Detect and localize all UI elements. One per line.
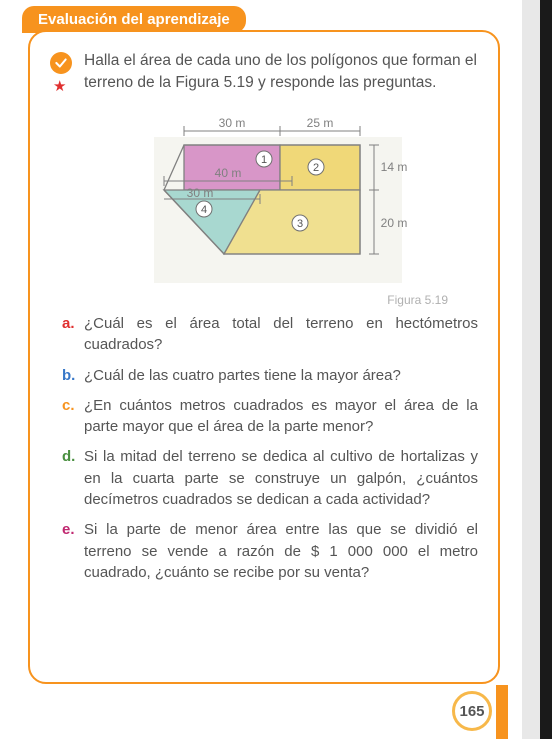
check-icon	[50, 52, 72, 74]
question-label: d.	[62, 446, 75, 467]
question-label: c.	[62, 395, 75, 416]
question-c: c. ¿En cuántos metros cuadrados es mayor…	[84, 395, 478, 438]
svg-text:1: 1	[261, 154, 267, 166]
question-label: e.	[62, 519, 75, 540]
question-label: a.	[62, 313, 75, 334]
svg-text:30 m: 30 m	[219, 116, 246, 130]
figure-caption: Figura 5.19	[50, 293, 478, 307]
intro-block: ★ Halla el área de cada uno de los políg…	[50, 50, 478, 95]
question-text: Si la parte de menor área entre las que …	[84, 521, 478, 581]
svg-text:4: 4	[201, 204, 207, 216]
question-list: a. ¿Cuál es el área total del terreno en…	[50, 313, 478, 583]
section-tab: Evaluación del aprendizaje	[22, 6, 246, 33]
question-a: a. ¿Cuál es el área total del terreno en…	[84, 313, 478, 356]
page: Evaluación del aprendizaje ★ Halla el ár…	[0, 0, 522, 739]
svg-text:30 m: 30 m	[187, 186, 214, 200]
question-text: ¿En cuántos metros cuadrados es mayor el…	[84, 397, 478, 435]
question-b: b. ¿Cuál de las cuatro partes tiene la m…	[84, 365, 478, 386]
svg-text:25 m: 25 m	[307, 116, 334, 130]
page-edge-strip	[496, 685, 508, 739]
svg-text:3: 3	[297, 218, 303, 230]
question-text: Si la mitad del terreno se dedica al cul…	[84, 448, 478, 508]
question-text: ¿Cuál de las cuatro partes tiene la mayo…	[84, 367, 401, 384]
right-dark-bar	[540, 0, 552, 739]
intro-text: Halla el área de cada uno de los polígon…	[84, 52, 477, 91]
figure-wrap: 1 2 3 4	[50, 111, 478, 307]
svg-text:14 m: 14 m	[381, 160, 408, 174]
page-number: 165	[452, 691, 492, 731]
svg-text:2: 2	[313, 162, 319, 174]
question-text: ¿Cuál es el área total del terreno en he…	[84, 315, 478, 353]
question-d: d. Si la mitad del terreno se dedica al …	[84, 446, 478, 510]
svg-text:40 m: 40 m	[215, 166, 242, 180]
exercise-card: ★ Halla el área de cada uno de los políg…	[28, 30, 500, 684]
star-icon: ★	[53, 76, 66, 98]
question-e: e. Si la parte de menor área entre las q…	[84, 519, 478, 583]
question-label: b.	[62, 365, 75, 386]
terrain-figure: 1 2 3 4	[104, 111, 424, 291]
svg-text:20 m: 20 m	[381, 216, 408, 230]
